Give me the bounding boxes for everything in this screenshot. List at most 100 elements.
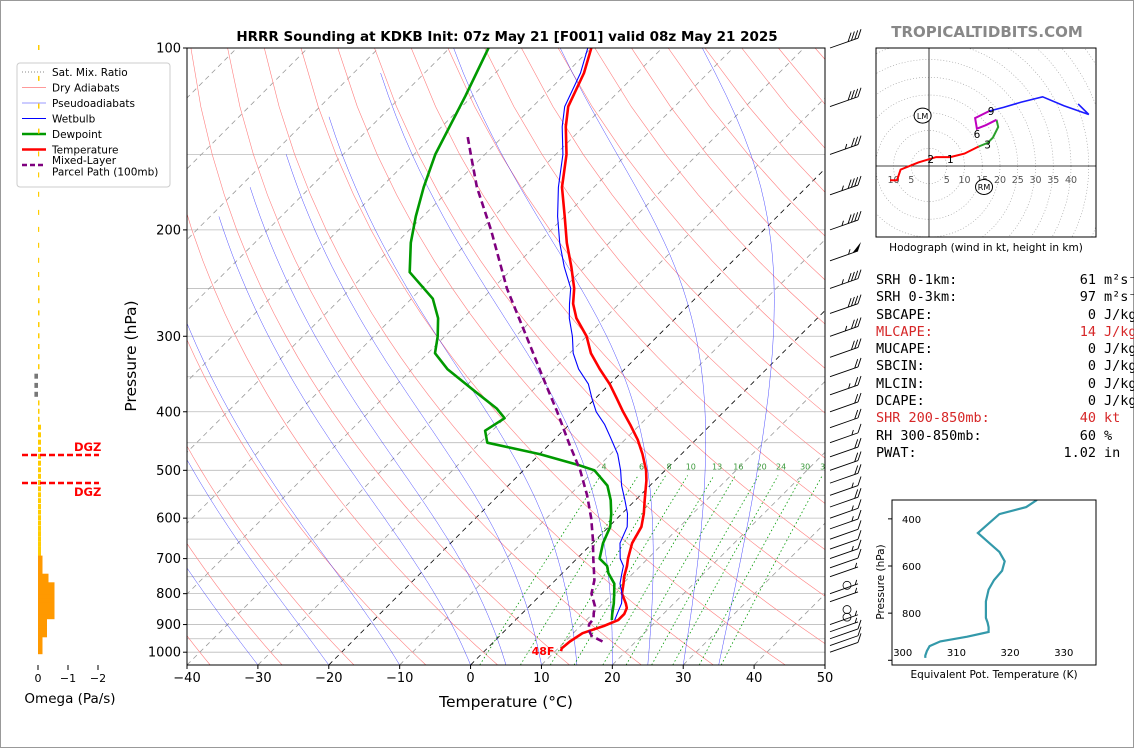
dry-adiabat	[447, 48, 825, 504]
omega-bar	[38, 564, 43, 570]
barb-staff	[829, 303, 859, 314]
dry-adiabat	[187, 212, 498, 665]
barb-staff	[829, 37, 859, 49]
omega-panel: DGZ DGZ 0 −1 −2 Omega (Pa/s)	[22, 45, 116, 707]
barb-full	[857, 464, 862, 474]
omega-bar	[38, 645, 43, 651]
wind-barb	[829, 619, 862, 640]
hodograph-panel: 51015202530354010596321LMRM Hodograph (w…	[875, 47, 1097, 254]
wind-barb	[829, 509, 862, 530]
isotherm-line	[187, 48, 734, 595]
omega-bar	[38, 103, 40, 109]
barb-staff	[829, 366, 859, 378]
barb-full	[857, 392, 862, 403]
x-axis-label: Temperature (°C)	[438, 693, 573, 711]
omega-bar	[38, 45, 40, 50]
omega-bar	[38, 400, 40, 406]
barb-staff	[829, 184, 859, 196]
series-line-wetbulb	[557, 48, 629, 621]
omega-bar	[38, 555, 43, 561]
omega-bar	[38, 128, 40, 134]
rm-label: RM	[978, 183, 991, 192]
hodo-segment-3-6km	[978, 119, 1000, 148]
dry-adiabat	[594, 48, 825, 325]
barb-full	[854, 88, 859, 99]
barb-staff	[829, 628, 859, 640]
barb-staff	[829, 496, 859, 508]
barb-full	[857, 488, 862, 498]
barb-full	[850, 340, 855, 350]
theta-e-xlabel: Equivalent Pot. Temperature (K)	[910, 669, 1077, 681]
barb-full	[850, 271, 855, 282]
omega-bar	[34, 391, 38, 397]
barb-full	[857, 626, 862, 636]
y-tick-label: 400	[156, 405, 181, 420]
moist-adiabat	[380, 72, 613, 665]
barb-staff	[829, 144, 859, 155]
barb-flag	[852, 241, 861, 253]
mixing-ratio-label: 13	[712, 462, 722, 471]
hodo-rm-marker: RM	[975, 178, 994, 195]
barb-full	[854, 136, 859, 146]
barb-full	[857, 317, 862, 327]
stat-value: 60	[1079, 427, 1096, 444]
barb-half	[848, 383, 851, 389]
legend-label: Temperature	[51, 145, 119, 157]
wind-barb	[829, 499, 862, 519]
wind-barb	[829, 423, 862, 444]
hodograph-frame	[875, 47, 1097, 238]
mixing-ratio-label: 8	[666, 462, 671, 471]
omega-bar	[38, 322, 40, 328]
theta-y-tick-label: 400	[902, 515, 921, 526]
omega-bar	[38, 578, 49, 583]
hodo-ring-label: 40	[1065, 175, 1077, 186]
mixing-ratio-line	[625, 475, 736, 665]
barb-staff	[829, 384, 859, 396]
mixing-ratio-line	[479, 475, 602, 665]
hodo-ring-label: 5	[908, 175, 914, 186]
omega-bar	[38, 617, 47, 623]
x-tick-label: 10	[533, 671, 550, 686]
theta-e-panel: 300 310 320 330 400 600 800 Equivalent Pot. Te…	[875, 499, 1097, 681]
wind-barbs	[829, 29, 862, 653]
stat-unit: kt	[1104, 410, 1121, 427]
dry-adiabat	[264, 48, 714, 665]
stat-label: PWAT:	[876, 444, 917, 461]
stat-unit: in	[1104, 444, 1121, 461]
moist-adiabat	[453, 48, 654, 665]
hodo-height-label: 3	[984, 140, 991, 152]
stat-value: 61	[1079, 272, 1096, 288]
legend-label: Wetbulb	[52, 114, 96, 126]
mixing-ratio-label: 24	[776, 462, 786, 471]
x-tick-label: −40	[173, 671, 200, 686]
barb-staff	[829, 557, 859, 569]
dry-adiabat	[557, 48, 825, 369]
hodo-ring-label: 25	[1012, 175, 1024, 186]
stat-label: MLCIN:	[876, 375, 925, 392]
x-tick-label: 50	[817, 671, 834, 686]
barb-full	[854, 318, 859, 328]
wind-barb	[829, 520, 862, 540]
stat-label: SBCIN:	[876, 358, 925, 375]
barb-half	[848, 249, 851, 255]
omega-bar	[38, 632, 47, 638]
barb-full	[857, 520, 862, 530]
wind-barb	[829, 464, 862, 484]
stat-label: MUCAPE:	[876, 341, 933, 358]
barb-full	[847, 179, 852, 189]
omega-bar	[38, 639, 43, 645]
dgz-top-label: DGZ	[74, 440, 101, 454]
stat-label: RH 300-850mb:	[876, 427, 982, 444]
stat-label: DCAPE:	[876, 393, 925, 410]
barb-full	[857, 135, 862, 145]
wind-barb	[829, 488, 862, 508]
omega-bar	[38, 226, 40, 232]
barb-full	[854, 212, 859, 222]
wind-barb	[829, 579, 859, 595]
barb-staff	[829, 460, 859, 471]
barb-full	[857, 175, 862, 186]
dry-adiabat	[227, 48, 642, 665]
omega-bar	[38, 285, 40, 291]
isotherm-line	[612, 451, 825, 665]
